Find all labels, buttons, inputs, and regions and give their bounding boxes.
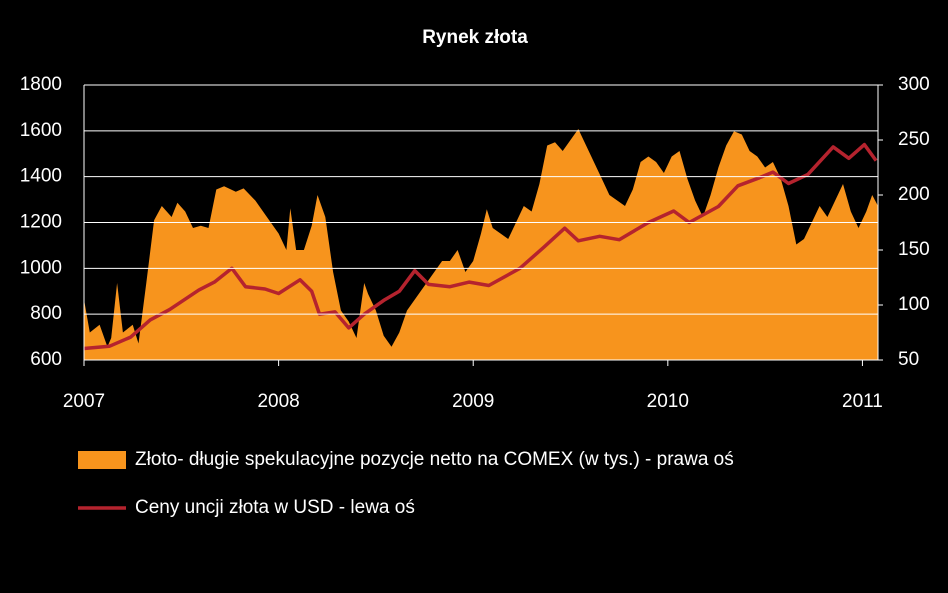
y-tick-label: 800 bbox=[30, 303, 62, 324]
y-tick-label: 1000 bbox=[20, 257, 62, 278]
y-tick-label: 600 bbox=[30, 349, 62, 370]
x-tick-label: 2010 bbox=[647, 391, 689, 412]
y2-tick-label: 50 bbox=[898, 349, 919, 370]
y2-tick-label: 250 bbox=[898, 129, 930, 150]
legend-label: Złoto- długie spekulacyjne pozycje netto… bbox=[135, 449, 734, 470]
y2-tick-label: 200 bbox=[898, 184, 930, 205]
area bbox=[84, 129, 878, 360]
x-tick-label: 2007 bbox=[63, 391, 105, 412]
y2-tick-label: 150 bbox=[898, 239, 930, 260]
x-tick-label: 2011 bbox=[842, 391, 883, 412]
legend-label: Ceny uncji złota w USD - lewa oś bbox=[135, 497, 415, 518]
chart-title: Rynek złota bbox=[422, 27, 528, 48]
y2-tick-label: 300 bbox=[898, 74, 930, 95]
y-tick-label: 1600 bbox=[20, 120, 62, 141]
x-tick-label: 2008 bbox=[257, 391, 299, 412]
y-tick-label: 1200 bbox=[20, 212, 62, 233]
legend-swatch bbox=[78, 451, 126, 469]
x-tick-label: 2009 bbox=[452, 391, 494, 412]
y-tick-label: 1400 bbox=[20, 166, 62, 187]
y2-tick-label: 100 bbox=[898, 294, 930, 315]
y-tick-label: 1800 bbox=[20, 74, 62, 95]
